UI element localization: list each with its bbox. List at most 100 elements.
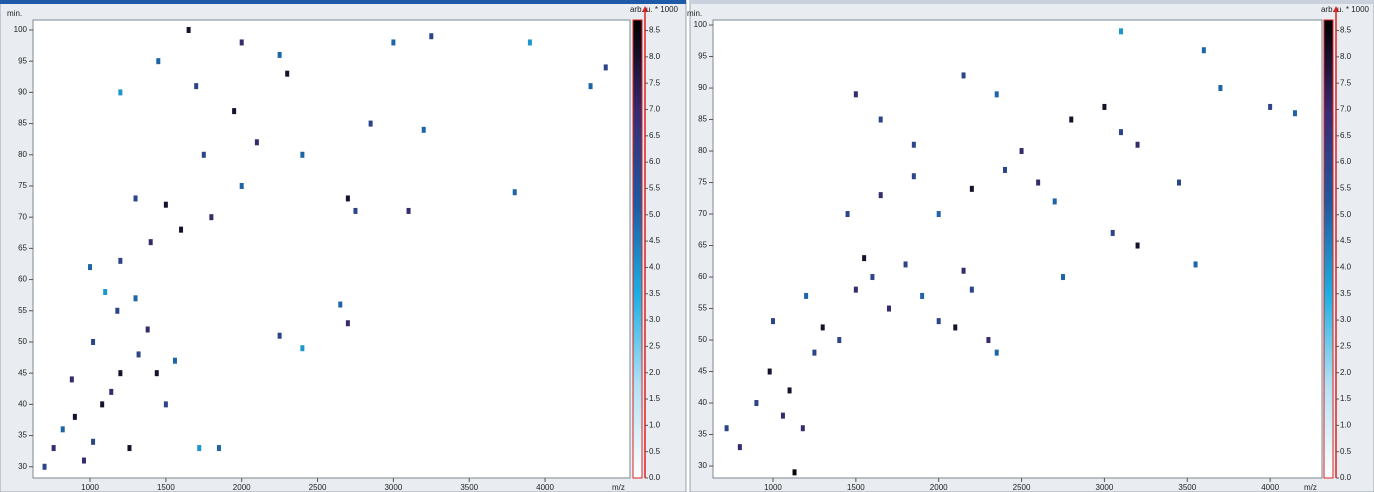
intensity-spot [969, 185, 974, 192]
colorbar-tick-label: 1.5 [1340, 394, 1352, 403]
colorbar-tick-label: 1.5 [649, 394, 661, 403]
y-tick-label: 30 [698, 461, 707, 470]
intensity-spot [338, 301, 343, 308]
intensity-spot [936, 318, 941, 325]
x-tick-label: 1500 [847, 483, 865, 492]
intensity-spot [69, 376, 74, 383]
y-tick-label: 80 [18, 150, 27, 159]
intensity-spot [300, 151, 305, 158]
intensity-spot [1176, 179, 1181, 186]
intensity-spot [88, 264, 93, 271]
intensity-spot [51, 445, 56, 452]
x-tick-label: 2500 [309, 483, 327, 492]
colorbar-tick-label: 7.5 [1340, 78, 1352, 87]
intensity-spot [201, 151, 206, 158]
intensity-spot [1052, 198, 1057, 205]
colorbar-tick-label: 7.0 [649, 105, 661, 114]
colorbar-tick-label: 0.0 [649, 473, 661, 482]
intensity-spot [345, 195, 350, 202]
colorbar-tick-label: 1.0 [1340, 420, 1352, 429]
intensity-spot [1036, 179, 1041, 186]
y-tick-label: 65 [18, 243, 27, 252]
intensity-spot [194, 83, 199, 90]
colorbar-tick-label: 1.0 [649, 420, 661, 429]
intensity-spot [1135, 242, 1140, 249]
colorbar-tick-label: 8.5 [1340, 26, 1352, 35]
colorbar-tick-label: 2.5 [649, 342, 661, 351]
intensity-spot [961, 72, 966, 79]
intensity-spot [1118, 28, 1123, 35]
intensity-spot [1118, 129, 1123, 136]
colorbar-tick-label: 5.0 [1340, 210, 1352, 219]
intensity-spot [353, 207, 358, 214]
intensity-spot [780, 412, 785, 419]
intensity-spot [920, 292, 925, 299]
colorbar [1323, 19, 1334, 479]
intensity-spot [72, 413, 77, 420]
intensity-spot [870, 274, 875, 281]
intensity-spot [820, 324, 825, 331]
intensity-spot [878, 192, 883, 199]
x-tick-label: 4000 [1261, 483, 1279, 492]
intensity-spot [969, 286, 974, 293]
colorbar-tick-label: 2.0 [649, 368, 661, 377]
y-tick-label: 100 [14, 25, 28, 34]
intensity-spot [1292, 110, 1297, 117]
intensity-spot [1102, 103, 1107, 110]
x-tick-label: 3500 [460, 483, 478, 492]
intensity-spot [1002, 166, 1007, 173]
y-tick-label: 90 [18, 87, 27, 96]
colorbar-tick-label: 6.5 [1340, 131, 1352, 140]
colorbar-tick-label: 5.5 [649, 184, 661, 193]
intensity-spot [588, 83, 593, 90]
colorbar-tick-label: 6.5 [649, 131, 661, 140]
y-tick-label: 85 [18, 119, 27, 128]
intensity-spot [172, 357, 177, 364]
spots [42, 26, 608, 470]
y-tick-label: 40 [698, 398, 707, 407]
y-tick-label: 75 [18, 181, 27, 190]
intensity-spot [527, 39, 532, 46]
y-tick-label: 70 [18, 212, 27, 221]
colorbar-tick-label: 8.0 [649, 52, 661, 61]
colorbar-tick-label: 3.0 [1340, 315, 1352, 324]
colorbar-tick-label: 5.5 [1340, 184, 1352, 193]
y-tick-label: 35 [18, 431, 27, 440]
intensity-spot [118, 89, 123, 96]
y-tick-label: 100 [694, 20, 708, 29]
y-tick-label: 95 [18, 56, 27, 65]
colorbar-tick-label: 7.5 [649, 78, 661, 87]
x-tick-label: 2500 [1013, 483, 1031, 492]
colorbar-tick-label: 3.5 [649, 289, 661, 298]
intensity-spot [878, 116, 883, 123]
intensity-spot [994, 349, 999, 356]
intensity-spot [148, 239, 153, 246]
plot-area [32, 19, 631, 479]
intensity-spot [787, 387, 792, 394]
intensity-spot [754, 400, 759, 407]
intensity-spot [145, 326, 150, 333]
colorbar-tick-label: 0.5 [1340, 447, 1352, 456]
x-tick-label: 3000 [1096, 483, 1114, 492]
intensity-spot [804, 292, 809, 299]
intensity-spot [512, 189, 517, 196]
intensity-spot [239, 39, 244, 46]
intensity-spot [1135, 141, 1140, 148]
intensity-spot [156, 58, 161, 65]
y-tick-label: 70 [698, 209, 707, 218]
intensity-spot [163, 401, 168, 408]
intensity-spot [936, 211, 941, 218]
colorbar-tick-label: 0.0 [1340, 473, 1352, 482]
colorbar-tick-label: 4.5 [1340, 236, 1352, 245]
intensity-spot [961, 267, 966, 274]
intensity-spot [109, 388, 114, 395]
intensity-spot [845, 211, 850, 218]
y-tick-label: 85 [698, 115, 707, 124]
intensity-spot [277, 332, 282, 339]
y-tick-label: 40 [18, 399, 27, 408]
intensity-spot [300, 345, 305, 352]
x-axis-label: m/z [612, 483, 625, 492]
intensity-spot [911, 141, 916, 148]
x-tick-label: 3500 [1178, 483, 1196, 492]
